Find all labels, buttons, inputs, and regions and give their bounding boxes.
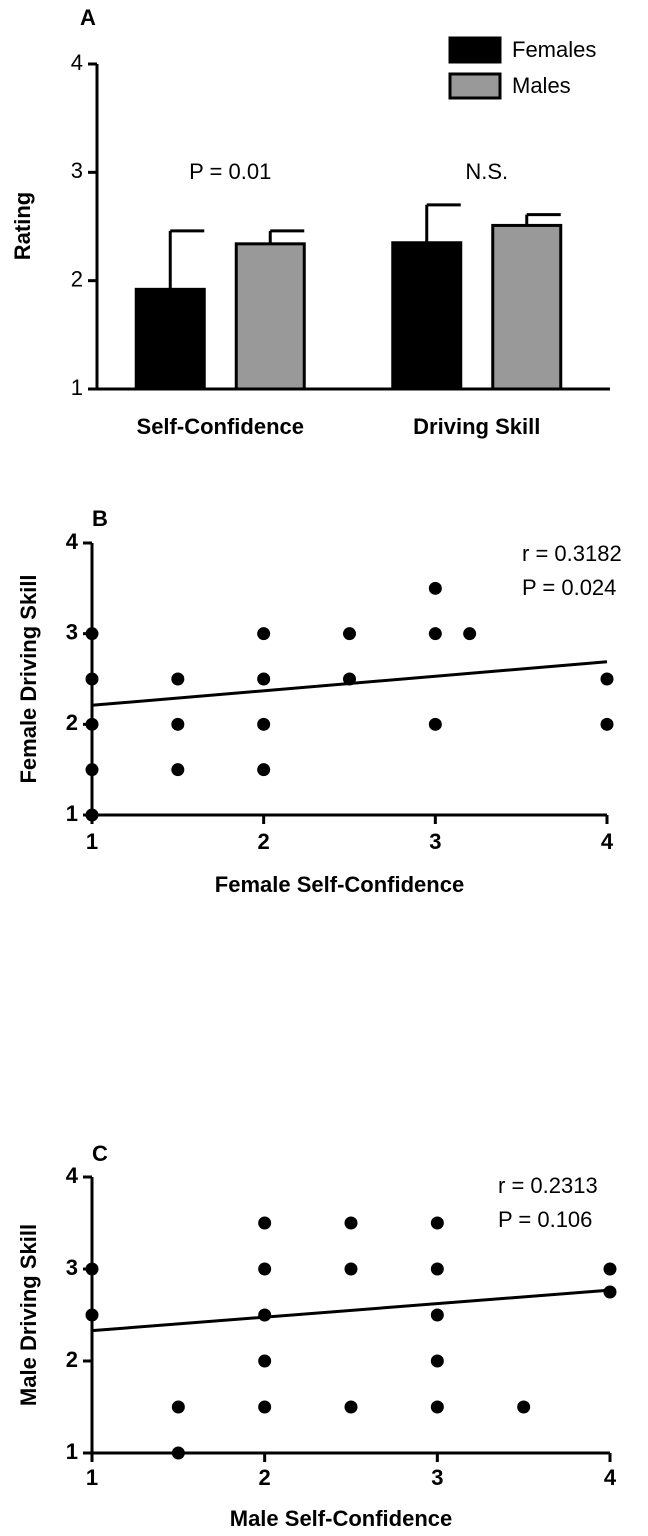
y-tick-label: 2 bbox=[66, 710, 78, 735]
point bbox=[463, 627, 477, 641]
bar bbox=[391, 241, 463, 391]
x-tick-label: 2 bbox=[259, 1465, 271, 1490]
y-tick-label: 2 bbox=[66, 1347, 78, 1372]
point bbox=[344, 1216, 358, 1230]
point bbox=[257, 627, 271, 641]
point bbox=[85, 808, 99, 822]
point bbox=[344, 1400, 358, 1414]
y-tick-label: 1 bbox=[71, 375, 83, 400]
annotation: N.S. bbox=[465, 159, 508, 184]
x-axis-label: Female Self-Confidence bbox=[215, 872, 464, 897]
x-tick-label: 4 bbox=[601, 829, 614, 854]
point bbox=[258, 1400, 272, 1414]
bar bbox=[491, 223, 563, 391]
point bbox=[430, 1216, 444, 1230]
point bbox=[85, 717, 99, 731]
point bbox=[428, 717, 442, 731]
point bbox=[430, 1354, 444, 1368]
y-tick-label: 1 bbox=[66, 1439, 78, 1464]
point bbox=[85, 672, 99, 686]
annotation: P = 0.106 bbox=[498, 1207, 592, 1232]
x-tick-label: 4 bbox=[604, 1465, 617, 1490]
point bbox=[258, 1354, 272, 1368]
legend-label: Males bbox=[512, 73, 571, 98]
y-tick-label: 4 bbox=[71, 50, 83, 75]
legend-swatch bbox=[448, 36, 502, 64]
annotation: r = 0.3182 bbox=[522, 541, 622, 566]
point bbox=[85, 1308, 99, 1322]
point bbox=[171, 763, 185, 777]
bar bbox=[234, 242, 306, 391]
y-tick-label: 1 bbox=[66, 801, 78, 826]
y-tick-label: 3 bbox=[66, 1255, 78, 1280]
point bbox=[344, 1262, 358, 1276]
annotation: P = 0.024 bbox=[522, 575, 616, 600]
point bbox=[85, 1262, 99, 1276]
point bbox=[430, 1308, 444, 1322]
y-axis-label: Rating bbox=[10, 192, 35, 260]
point bbox=[85, 627, 99, 641]
x-tick-label: 3 bbox=[429, 829, 441, 854]
point bbox=[428, 627, 442, 641]
point bbox=[603, 1262, 617, 1276]
x-axis-label: Male Self-Confidence bbox=[230, 1506, 452, 1531]
y-tick-label: 4 bbox=[66, 1163, 79, 1188]
panel-label: A bbox=[80, 5, 96, 30]
x-tick-label: 2 bbox=[258, 829, 270, 854]
point bbox=[430, 1262, 444, 1276]
point bbox=[257, 672, 271, 686]
y-axis-label: Female Driving Skill bbox=[16, 574, 41, 783]
bar bbox=[134, 287, 206, 391]
point bbox=[85, 763, 99, 777]
point bbox=[171, 717, 185, 731]
fit-line bbox=[91, 1288, 611, 1333]
point bbox=[600, 672, 614, 686]
point bbox=[257, 763, 271, 777]
x-tick-label: Self-Confidence bbox=[137, 414, 304, 439]
x-tick-label: 1 bbox=[86, 829, 98, 854]
y-axis-label: Male Driving Skill bbox=[16, 1224, 41, 1406]
panel-label: C bbox=[92, 1141, 108, 1166]
point bbox=[603, 1285, 617, 1299]
point bbox=[171, 672, 185, 686]
point bbox=[600, 717, 614, 731]
legend-swatch bbox=[448, 72, 502, 100]
point bbox=[517, 1400, 531, 1414]
y-tick-label: 2 bbox=[71, 266, 83, 291]
panel-label: B bbox=[92, 506, 108, 531]
x-tick-label: 3 bbox=[431, 1465, 443, 1490]
x-tick-label: Driving Skill bbox=[413, 414, 540, 439]
point bbox=[257, 717, 271, 731]
y-tick-label: 4 bbox=[66, 529, 79, 554]
point bbox=[430, 1400, 444, 1414]
legend-label: Females bbox=[512, 37, 596, 62]
point bbox=[258, 1216, 272, 1230]
point bbox=[343, 672, 356, 686]
point bbox=[258, 1262, 272, 1276]
x-tick-label: 1 bbox=[86, 1465, 98, 1490]
annotation: P = 0.01 bbox=[189, 159, 271, 184]
y-tick-label: 3 bbox=[71, 158, 83, 183]
point bbox=[171, 1400, 185, 1414]
point bbox=[258, 1308, 272, 1322]
y-tick-label: 3 bbox=[66, 619, 78, 644]
point bbox=[428, 581, 442, 595]
annotation: r = 0.2313 bbox=[498, 1173, 598, 1198]
point bbox=[171, 1446, 185, 1460]
point bbox=[343, 627, 356, 641]
